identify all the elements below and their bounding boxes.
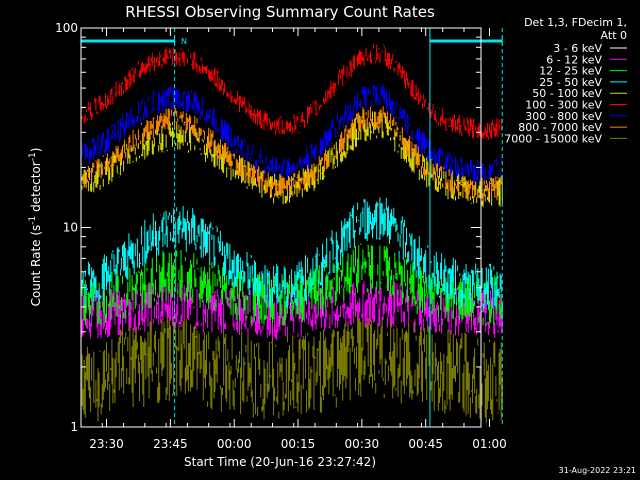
legend-entry-label: 12 - 25 keV	[539, 65, 602, 78]
legend-entry-label: 800 - 7000 keV	[518, 121, 602, 134]
creation-timestamp: 31-Aug-2022 23:21	[559, 466, 636, 475]
y-tick-label: 1	[70, 420, 78, 434]
x-tick-label: 23:30	[89, 437, 124, 451]
y-tick-label: 100	[55, 21, 78, 35]
x-tick-label: 00:00	[217, 437, 252, 451]
y-axis-label: Count Rate (s-1 detector-1)	[28, 148, 43, 307]
legend-entry-label: 50 - 100 keV	[532, 87, 602, 100]
y-tick-label: 10	[63, 221, 78, 235]
flag-marker-label: N	[181, 37, 187, 46]
x-tick-label: 00:30	[345, 437, 380, 451]
legend-header-line1: Det 1,3, FDecim 1,	[524, 16, 627, 29]
x-tick-label: 00:45	[408, 437, 443, 451]
legend-entry-label: 100 - 300 keV	[525, 99, 602, 112]
x-axis-label: Start Time (20-Jun-16 23:27:42)	[184, 455, 376, 469]
legend-entry-label: 300 - 800 keV	[525, 110, 602, 123]
x-tick-label: 00:15	[281, 437, 316, 451]
legend-entry-label: 7000 - 15000 keV	[504, 132, 602, 145]
legend-header-line2: Att 0	[601, 29, 627, 42]
x-tick-label: 23:45	[153, 437, 188, 451]
legend-entry-label: 25 - 50 keV	[539, 76, 602, 89]
chart-title: RHESSI Observing Summary Count Rates	[125, 3, 435, 21]
x-tick-label: 01:00	[472, 437, 507, 451]
legend-entry-label: 3 - 6 keV	[553, 42, 602, 55]
legend-entry-label: 6 - 12 keV	[546, 53, 602, 66]
